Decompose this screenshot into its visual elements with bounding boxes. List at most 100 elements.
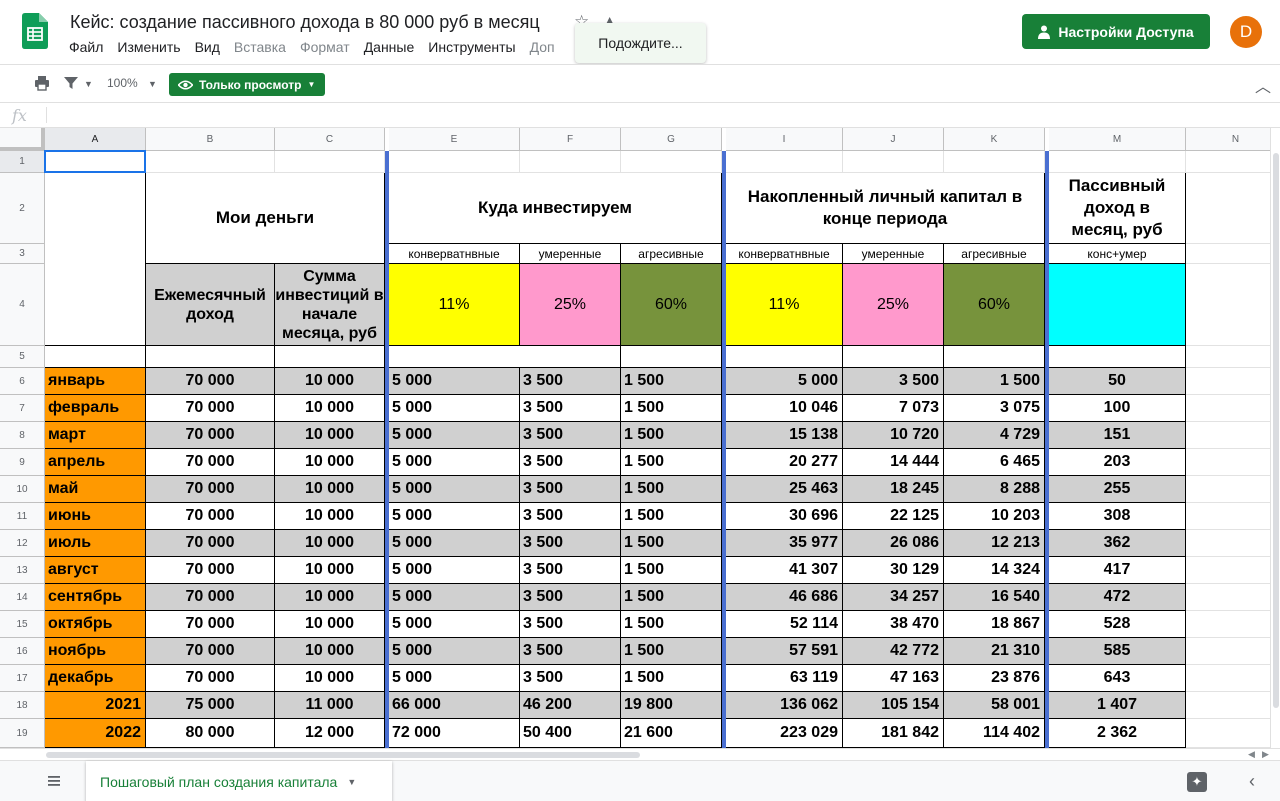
passive-color-cell[interactable] <box>1049 264 1186 346</box>
value-cell-j[interactable]: 26 086 <box>843 530 944 557</box>
value-cell-b[interactable]: 70 000 <box>146 368 275 395</box>
menu-item[interactable]: Данные <box>363 39 415 55</box>
value-cell-c[interactable]: 10 000 <box>275 638 385 665</box>
value-cell-b[interactable]: 70 000 <box>146 611 275 638</box>
empty-cell[interactable] <box>1186 173 1270 244</box>
value-cell-i[interactable]: 52 114 <box>726 611 843 638</box>
value-cell-b[interactable]: 70 000 <box>146 476 275 503</box>
empty-cell[interactable] <box>146 346 275 368</box>
value-cell-m[interactable]: 50 <box>1049 368 1186 395</box>
value-cell-e[interactable]: 5 000 <box>389 449 520 476</box>
all-sheets-icon[interactable] <box>46 773 62 789</box>
value-cell-g[interactable]: 1 500 <box>621 665 722 692</box>
value-cell-g[interactable]: 19 800 <box>621 692 722 719</box>
empty-cell[interactable] <box>1186 422 1270 449</box>
value-cell-m[interactable]: 100 <box>1049 395 1186 422</box>
document-title[interactable]: Кейс: создание пассивного дохода в 80 00… <box>70 12 540 32</box>
value-cell-g[interactable]: 1 500 <box>621 422 722 449</box>
menu-item[interactable]: Вставка <box>233 39 286 55</box>
value-cell-j[interactable]: 22 125 <box>843 503 944 530</box>
value-cell-f[interactable]: 3 500 <box>520 476 621 503</box>
value-cell-b[interactable]: 70 000 <box>146 584 275 611</box>
column-header-b[interactable]: B <box>146 128 275 151</box>
value-cell-f[interactable]: 3 500 <box>520 449 621 476</box>
value-cell-j[interactable]: 10 720 <box>843 422 944 449</box>
value-cell-g[interactable]: 1 500 <box>621 395 722 422</box>
value-cell-j[interactable]: 38 470 <box>843 611 944 638</box>
empty-cell[interactable] <box>944 151 1045 173</box>
account-avatar[interactable]: D <box>1230 16 1262 48</box>
value-cell-f[interactable]: 3 500 <box>520 665 621 692</box>
value-cell-m[interactable]: 585 <box>1049 638 1186 665</box>
column-header-i[interactable]: I <box>726 128 843 151</box>
value-cell-k[interactable]: 6 465 <box>944 449 1045 476</box>
value-cell-j[interactable]: 30 129 <box>843 557 944 584</box>
value-cell-m[interactable]: 255 <box>1049 476 1186 503</box>
column-header-m[interactable]: M <box>1049 128 1186 151</box>
value-cell-e[interactable]: 5 000 <box>389 611 520 638</box>
zoom-select[interactable]: 100% <box>107 76 138 90</box>
scroll-right-icon[interactable]: ▶ <box>1262 749 1269 759</box>
empty-cell[interactable] <box>1186 638 1270 665</box>
share-button[interactable]: Настройки Доступа <box>1022 14 1210 49</box>
sheet-tab[interactable]: Пошаговый план создания капитала ▼ <box>86 761 392 801</box>
value-cell-j[interactable]: 18 245 <box>843 476 944 503</box>
empty-cell[interactable] <box>1186 719 1270 748</box>
value-cell-b[interactable]: 80 000 <box>146 719 275 748</box>
empty-cell[interactable] <box>1186 476 1270 503</box>
empty-cell[interactable] <box>1186 264 1270 346</box>
empty-cell[interactable] <box>621 346 722 368</box>
row-label-cell[interactable]: февраль <box>45 395 146 422</box>
value-cell-g[interactable]: 1 500 <box>621 449 722 476</box>
column-header-n[interactable]: N <box>1186 128 1270 151</box>
value-cell-j[interactable]: 181 842 <box>843 719 944 748</box>
row-label-cell[interactable]: сентябрь <box>45 584 146 611</box>
value-cell-k[interactable]: 12 213 <box>944 530 1045 557</box>
value-cell-c[interactable]: 10 000 <box>275 584 385 611</box>
value-cell-g[interactable]: 1 500 <box>621 611 722 638</box>
value-cell-i[interactable]: 30 696 <box>726 503 843 530</box>
empty-cell[interactable] <box>1186 449 1270 476</box>
value-cell-e[interactable]: 5 000 <box>389 368 520 395</box>
value-cell-c[interactable]: 10 000 <box>275 665 385 692</box>
value-cell-m[interactable]: 528 <box>1049 611 1186 638</box>
value-cell-f[interactable]: 3 500 <box>520 638 621 665</box>
value-cell-k[interactable]: 58 001 <box>944 692 1045 719</box>
value-cell-c[interactable]: 10 000 <box>275 422 385 449</box>
value-cell-i[interactable]: 63 119 <box>726 665 843 692</box>
value-cell-i[interactable]: 57 591 <box>726 638 843 665</box>
value-cell-k[interactable]: 14 324 <box>944 557 1045 584</box>
value-cell-j[interactable]: 105 154 <box>843 692 944 719</box>
value-cell-m[interactable]: 2 362 <box>1049 719 1186 748</box>
value-cell-b[interactable]: 70 000 <box>146 422 275 449</box>
menu-item[interactable]: Изменить <box>117 39 181 55</box>
value-cell-f[interactable]: 3 500 <box>520 503 621 530</box>
value-cell-i[interactable]: 223 029 <box>726 719 843 748</box>
row-label-cell[interactable]: июнь <box>45 503 146 530</box>
value-cell-g[interactable]: 1 500 <box>621 638 722 665</box>
value-cell-e[interactable]: 72 000 <box>389 719 520 748</box>
value-cell-b[interactable]: 70 000 <box>146 449 275 476</box>
explore-icon[interactable]: ✦ <box>1187 772 1207 792</box>
row-header-1[interactable]: 1 <box>0 151 45 173</box>
empty-cell[interactable] <box>1049 346 1186 368</box>
menu-item[interactable]: Формат <box>299 39 350 55</box>
value-cell-k[interactable]: 10 203 <box>944 503 1045 530</box>
value-cell-e[interactable]: 5 000 <box>389 422 520 449</box>
value-cell-k[interactable]: 4 729 <box>944 422 1045 449</box>
value-cell-m[interactable]: 203 <box>1049 449 1186 476</box>
value-cell-g[interactable]: 1 500 <box>621 503 722 530</box>
value-cell-c[interactable]: 12 000 <box>275 719 385 748</box>
select-all-corner[interactable] <box>0 128 45 151</box>
empty-cell[interactable] <box>1186 584 1270 611</box>
empty-cell[interactable] <box>1186 692 1270 719</box>
value-cell-g[interactable]: 1 500 <box>621 476 722 503</box>
value-cell-b[interactable]: 70 000 <box>146 557 275 584</box>
value-cell-b[interactable]: 70 000 <box>146 665 275 692</box>
row-header-2[interactable]: 2 <box>0 173 45 244</box>
empty-cell[interactable] <box>1186 557 1270 584</box>
row-header-16[interactable]: 16 <box>0 638 45 665</box>
value-cell-g[interactable]: 1 500 <box>621 584 722 611</box>
value-cell-f[interactable]: 3 500 <box>520 530 621 557</box>
value-cell-m[interactable]: 472 <box>1049 584 1186 611</box>
